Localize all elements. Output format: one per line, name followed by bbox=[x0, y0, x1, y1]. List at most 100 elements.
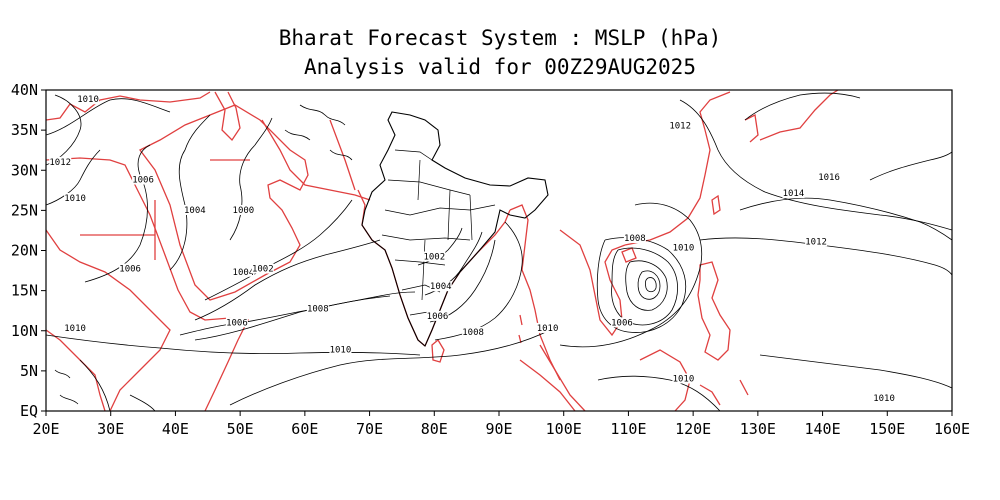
coast-iran bbox=[261, 119, 371, 201]
coast-taiwan bbox=[711, 194, 721, 216]
contour-label-bg bbox=[423, 251, 446, 262]
x-tick-label: 90E bbox=[485, 420, 512, 438]
contour-1006-arabia bbox=[84, 144, 151, 283]
contour-label-bg bbox=[306, 303, 329, 314]
contour-label-bg bbox=[232, 204, 255, 215]
contour-label-bg bbox=[119, 263, 142, 274]
y-tick-label: EQ bbox=[20, 402, 38, 420]
contour-noise-tibet bbox=[284, 104, 353, 161]
y-tick-label: 5N bbox=[20, 362, 38, 380]
contour-label: 1008 bbox=[307, 305, 329, 315]
coast-andaman bbox=[518, 314, 523, 344]
coast-philippines bbox=[697, 261, 731, 361]
coast-africa-horn bbox=[46, 229, 171, 411]
india-outline bbox=[361, 111, 549, 347]
contour-label-bg bbox=[49, 156, 72, 167]
map-title: Bharat Forecast System : MSLP (hPa) bbox=[278, 26, 722, 50]
contour-1004-arabia bbox=[169, 114, 211, 271]
contour-label: 1004 bbox=[430, 282, 452, 292]
india-boundary bbox=[361, 111, 549, 347]
contour-1002 bbox=[204, 199, 353, 301]
contour-1012-north-high bbox=[744, 92, 861, 121]
contour-label: 1010 bbox=[673, 375, 695, 385]
coast-sumatra bbox=[519, 359, 576, 411]
contour-label: 1010 bbox=[537, 324, 559, 334]
contour-label: 1010 bbox=[873, 394, 895, 404]
contour-1004-pacific bbox=[625, 260, 668, 311]
contour-label-bg bbox=[672, 242, 695, 253]
contour-label-bg bbox=[818, 172, 841, 183]
pressure-contours bbox=[46, 92, 952, 411]
contour-1002-bay bbox=[417, 227, 463, 266]
x-tick-label: 30E bbox=[97, 420, 124, 438]
y-tick-label: 10N bbox=[11, 322, 38, 340]
x-tick-label: 40E bbox=[162, 420, 189, 438]
contour-1008-pacific bbox=[596, 237, 687, 333]
coast-malay bbox=[539, 344, 586, 411]
contour-1010-west bbox=[46, 149, 101, 206]
x-tick-label: 70E bbox=[356, 420, 383, 438]
coast-sri-lanka bbox=[431, 339, 445, 363]
y-tick-label: 15N bbox=[11, 282, 38, 300]
contour-label-bg bbox=[232, 266, 255, 277]
coast-red-sea-west bbox=[46, 157, 249, 411]
contour-label-bg bbox=[782, 188, 805, 199]
contour-label: 1004 bbox=[233, 268, 255, 278]
contour-1014 bbox=[739, 197, 952, 241]
contour-label-bg bbox=[610, 317, 633, 328]
coast-indochina bbox=[559, 229, 626, 337]
contour-1010-sea bbox=[46, 334, 421, 356]
contour-label-bg bbox=[672, 373, 695, 384]
contour-1006-pacific bbox=[611, 247, 678, 326]
contour-label-bg bbox=[462, 326, 485, 337]
contour-1010-south bbox=[229, 329, 551, 406]
contour-label-bg bbox=[623, 233, 646, 244]
contour-1006-mid bbox=[179, 295, 391, 336]
x-tick-label: 150E bbox=[869, 420, 905, 438]
y-tick-label: 35N bbox=[11, 121, 38, 139]
contour-islands-south bbox=[79, 359, 156, 411]
contour-1010-east bbox=[597, 375, 721, 411]
coast-myanmar bbox=[509, 204, 561, 381]
contour-label: 1006 bbox=[611, 318, 633, 328]
contour-label: 1000 bbox=[233, 206, 255, 216]
contour-label: 1006 bbox=[427, 312, 449, 322]
contour-label-bg bbox=[225, 317, 248, 328]
y-tick-label: 40N bbox=[11, 81, 38, 99]
contour-noise-africa bbox=[54, 369, 79, 405]
contour-1002-pacific bbox=[637, 270, 661, 300]
y-tick-label: 30N bbox=[11, 161, 38, 179]
coast-sulawesi bbox=[699, 379, 749, 406]
contour-label-bg bbox=[251, 263, 274, 274]
contour-label-bg bbox=[536, 322, 559, 333]
contour-label-bg bbox=[132, 174, 155, 185]
contour-label-bg bbox=[329, 344, 352, 355]
y-tick-label: 20N bbox=[11, 242, 38, 260]
contour-label: 1010 bbox=[64, 194, 86, 204]
contour-1012-ne bbox=[679, 99, 952, 231]
x-tick-label: 60E bbox=[291, 420, 318, 438]
x-tick-label: 140E bbox=[805, 420, 841, 438]
x-tick-label: 130E bbox=[740, 420, 776, 438]
y-axis: EQ 5N 10N 15N 20N 25N 30N 35N 40N bbox=[11, 81, 46, 420]
coast-somalia bbox=[46, 329, 106, 411]
coastlines bbox=[46, 90, 839, 411]
contour-label-bg bbox=[873, 392, 896, 403]
contour-1012-west bbox=[46, 94, 82, 166]
contour-label: 1010 bbox=[77, 95, 99, 105]
contour-label: 1006 bbox=[226, 318, 248, 328]
contour-label-bg bbox=[77, 94, 100, 105]
x-tick-label: 100E bbox=[546, 420, 582, 438]
contour-1008-mid bbox=[194, 291, 416, 341]
contour-label: 1008 bbox=[462, 328, 484, 338]
map-subtitle: Analysis valid for 00Z29AUG2025 bbox=[304, 55, 696, 79]
contour-label: 1002 bbox=[423, 253, 445, 263]
contour-1004-mid bbox=[194, 239, 381, 321]
coast-hainan bbox=[621, 247, 637, 263]
contour-1012-east bbox=[699, 237, 952, 276]
contour-label: 1004 bbox=[184, 206, 206, 216]
x-axis: 20E 30E 40E 50E 60E 70E 80E 90E 100E 110E 120E 130E… bbox=[32, 411, 970, 438]
coast-korea bbox=[744, 114, 759, 143]
borders-mideast bbox=[80, 119, 356, 260]
